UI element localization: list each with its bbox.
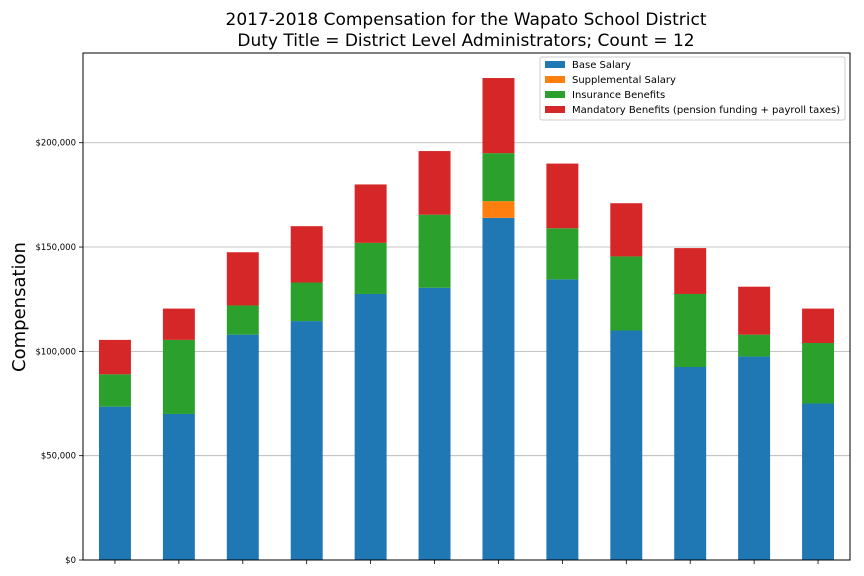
bar-segment <box>162 308 195 340</box>
bar-segment <box>98 374 131 407</box>
bar-segment <box>354 242 387 294</box>
bar-segment <box>610 330 643 560</box>
legend-swatch <box>545 106 565 113</box>
y-tick-label: $50,000 <box>41 452 76 462</box>
y-axis: $0 $50,000 $100,000 $150,000 $200,000 <box>35 139 83 566</box>
y-tick-label: $150,000 <box>35 243 76 253</box>
bar-segment <box>226 305 259 335</box>
bar-segment <box>738 286 771 335</box>
bar-segment <box>418 287 451 560</box>
bar-segment <box>482 201 515 218</box>
bar-segment <box>354 184 387 243</box>
gridlines <box>83 142 850 457</box>
legend-frame <box>539 56 846 121</box>
bars <box>98 78 835 561</box>
bar-segment <box>738 356 771 560</box>
legend-swatch <box>545 91 565 98</box>
bar-segment <box>226 334 259 560</box>
bar-segment <box>482 78 515 154</box>
bar-segment <box>418 214 451 288</box>
legend-entry: Insurance Benefits <box>572 90 665 101</box>
legend-entry: Base Salary <box>572 60 631 71</box>
legend-entry: Supplemental Salary <box>572 75 676 86</box>
bar-segment <box>802 343 835 404</box>
bar-segment <box>482 153 515 202</box>
bar-segment <box>674 293 707 368</box>
bar-segment <box>674 367 707 560</box>
legend-swatch <box>545 76 565 83</box>
bar-segment <box>290 226 323 283</box>
legend-entry: Mandatory Benefits (pension funding + pa… <box>572 105 840 116</box>
bar-segment <box>546 279 579 560</box>
y-tick-label: $100,000 <box>35 347 76 357</box>
bar-segment <box>802 403 835 560</box>
bar-segment <box>98 339 131 375</box>
legend: Base Salary Supplemental Salary Insurance … <box>539 56 846 121</box>
chart-title: 2017-2018 Compensation for the Wapato Sc… <box>226 10 707 30</box>
y-tick-label: $200,000 <box>35 139 76 149</box>
bar-segment <box>482 217 515 561</box>
y-axis-label: Compensation <box>9 242 30 372</box>
bar-segment <box>226 252 259 306</box>
bar-segment <box>162 413 195 560</box>
x-axis <box>114 560 819 564</box>
bar-segment <box>674 248 707 294</box>
legend-swatch <box>545 61 565 68</box>
bar-segment <box>546 163 579 229</box>
bar-segment <box>354 293 387 560</box>
bar-segment <box>290 282 323 322</box>
bar-segment <box>98 406 131 560</box>
plot-frame <box>82 52 851 561</box>
bar-segment <box>162 339 195 414</box>
bar-segment <box>610 203 643 257</box>
bar-segment <box>290 321 323 560</box>
bar-segment <box>418 151 451 215</box>
bar-segment <box>610 256 643 331</box>
bar-segment <box>802 308 835 344</box>
bar-segment <box>546 228 579 280</box>
bar-segment <box>738 334 771 357</box>
chart-subtitle: Duty Title = District Level Administrato… <box>237 31 694 51</box>
y-tick-label: $0 <box>65 556 76 566</box>
